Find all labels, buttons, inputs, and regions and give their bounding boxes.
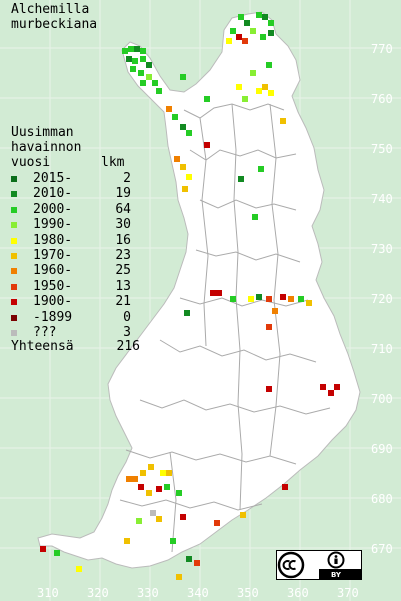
x-tick-370: 370 <box>337 586 359 600</box>
y-tick-770: 770 <box>371 42 393 56</box>
legend-row: 2015- 2 <box>11 171 131 186</box>
legend-swatch <box>11 253 17 259</box>
legend-row: 2000- 64 <box>11 202 131 217</box>
occurrence-markers <box>40 12 340 580</box>
legend-count: 21 <box>115 294 131 310</box>
legend-count: 3 <box>123 325 131 340</box>
species-title-line1: Alchemilla <box>11 2 90 17</box>
legend-count: 16 <box>115 232 131 248</box>
legend-swatch <box>11 299 17 306</box>
legend-count: 23 <box>115 248 131 263</box>
legend-label: 1980- <box>33 232 73 248</box>
legend-total-label: Yhteensä <box>11 339 74 354</box>
legend-label: 1900- <box>33 294 73 310</box>
legend-label: 2015- <box>33 171 73 186</box>
x-tick-310: 310 <box>37 586 59 600</box>
legend-label: 1950- <box>33 278 73 294</box>
legend-row: 1960- 25 <box>11 263 131 278</box>
cc-license-badge[interactable]: BY <box>276 550 362 580</box>
y-tick-720: 720 <box>371 292 393 306</box>
legend-label: 1960- <box>33 263 73 279</box>
cc-badge-graphic: BY <box>277 551 361 579</box>
legend-heading-line1: Uusimman <box>11 125 74 140</box>
finland-land <box>37 11 361 569</box>
legend-count: 2 <box>123 171 131 186</box>
legend-total-count: 216 <box>116 339 140 354</box>
legend-count: 13 <box>115 278 131 294</box>
legend-label: 1990- <box>33 217 73 233</box>
legend-swatch <box>11 314 17 321</box>
species-title-line2: murbeckiana <box>11 17 98 32</box>
legend-total-row: Yhteensä 216 <box>11 339 140 354</box>
legend-row: 2010- 19 <box>11 186 131 201</box>
legend-heading-line3: vuosi <box>11 155 51 170</box>
legend-swatch <box>11 191 17 198</box>
legend-row: -1899 0 <box>11 310 131 325</box>
y-tick-750: 750 <box>371 142 393 156</box>
y-tick-690: 690 <box>371 442 393 456</box>
legend-swatch <box>11 283 17 290</box>
legend-heading-line2: havainnon <box>11 140 82 155</box>
legend-swatch <box>11 222 17 229</box>
legend-label: -1899 <box>33 309 73 325</box>
legend-label: 1970- <box>33 248 73 263</box>
y-tick-760: 760 <box>371 92 393 106</box>
legend-swatch <box>11 268 17 275</box>
x-tick-350: 350 <box>237 586 259 600</box>
legend-label: ??? <box>33 325 57 340</box>
legend-row: 1980- 16 <box>11 233 131 248</box>
legend-row: 1990- 30 <box>11 217 131 232</box>
legend-swatch <box>11 206 17 213</box>
legend-row: 1900- 21 <box>11 294 131 309</box>
legend-count: 30 <box>115 217 131 233</box>
legend-count: 19 <box>115 186 131 202</box>
y-tick-700: 700 <box>371 392 393 406</box>
x-tick-360: 360 <box>287 586 309 600</box>
y-tick-730: 730 <box>371 242 393 256</box>
y-tick-670: 670 <box>371 542 393 556</box>
legend-row: 1970- 23 <box>11 248 131 263</box>
by-icon <box>327 551 345 569</box>
x-tick-330: 330 <box>137 586 159 600</box>
y-tick-740: 740 <box>371 192 393 206</box>
legend-swatch <box>11 237 17 244</box>
x-tick-320: 320 <box>87 586 109 600</box>
legend-count: 0 <box>123 309 131 325</box>
legend-row: 1950- 13 <box>11 279 131 294</box>
y-tick-710: 710 <box>371 342 393 356</box>
legend-row: ??? 3 <box>11 325 131 340</box>
legend-count-header: lkm <box>101 155 125 170</box>
legend-label: 2000- <box>33 201 73 217</box>
x-tick-340: 340 <box>187 586 209 600</box>
legend-count: 64 <box>115 201 131 217</box>
by-label: BY <box>331 571 342 579</box>
legend-swatch <box>11 176 17 182</box>
legend-swatch <box>11 330 17 336</box>
legend-count: 25 <box>115 263 131 279</box>
y-tick-680: 680 <box>371 492 393 506</box>
legend-label: 2010- <box>33 186 73 202</box>
cc-icon <box>277 551 305 579</box>
